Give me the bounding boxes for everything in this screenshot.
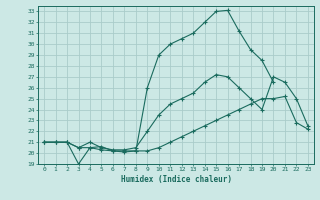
X-axis label: Humidex (Indice chaleur): Humidex (Indice chaleur) xyxy=(121,175,231,184)
